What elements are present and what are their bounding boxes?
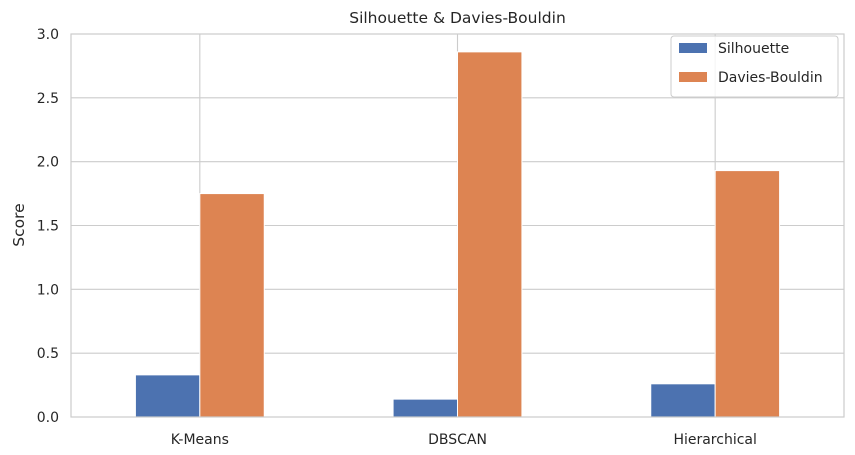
y-tick-label: 1.0 xyxy=(37,282,59,298)
bars xyxy=(134,51,781,418)
y-axis-label: Score xyxy=(10,203,28,246)
y-tick-label: 0.5 xyxy=(37,346,59,362)
x-tick-label: K-Means xyxy=(171,432,229,448)
legend-label-silhouette: Silhouette xyxy=(718,41,789,57)
legend-swatch-davies-bouldin xyxy=(679,72,707,82)
plot-frame xyxy=(70,33,845,418)
bar-silhouette-k-means xyxy=(134,374,201,418)
y-tick-label: 3.0 xyxy=(37,27,59,43)
bar-davies-bouldin-hierarchical xyxy=(714,170,781,418)
chart-title: Silhouette & Davies-Bouldin xyxy=(349,9,566,27)
y-tick-label: 2.5 xyxy=(37,91,59,107)
bar-silhouette-hierarchical xyxy=(650,383,716,418)
legend: Silhouette Davies-Bouldin xyxy=(670,35,839,98)
bar-davies-bouldin-k-means xyxy=(199,193,265,418)
bar-silhouette-dbscan xyxy=(392,398,459,418)
legend-label-davies-bouldin: Davies-Bouldin xyxy=(718,70,823,86)
legend-box xyxy=(670,35,839,98)
x-axis-ticks: K-Means DBSCAN Hierarchical xyxy=(171,432,757,448)
legend-swatch-silhouette xyxy=(679,43,707,53)
y-axis-ticks: 0.0 0.5 1.0 1.5 2.0 2.5 3.0 xyxy=(37,27,59,426)
y-tick-label: 0.0 xyxy=(37,410,59,426)
y-tick-label: 2.0 xyxy=(37,155,59,171)
y-tick-label: 1.5 xyxy=(37,219,59,235)
x-tick-label: DBSCAN xyxy=(428,432,487,448)
bar-davies-bouldin-dbscan xyxy=(457,51,523,418)
x-tick-label: Hierarchical xyxy=(673,432,756,448)
